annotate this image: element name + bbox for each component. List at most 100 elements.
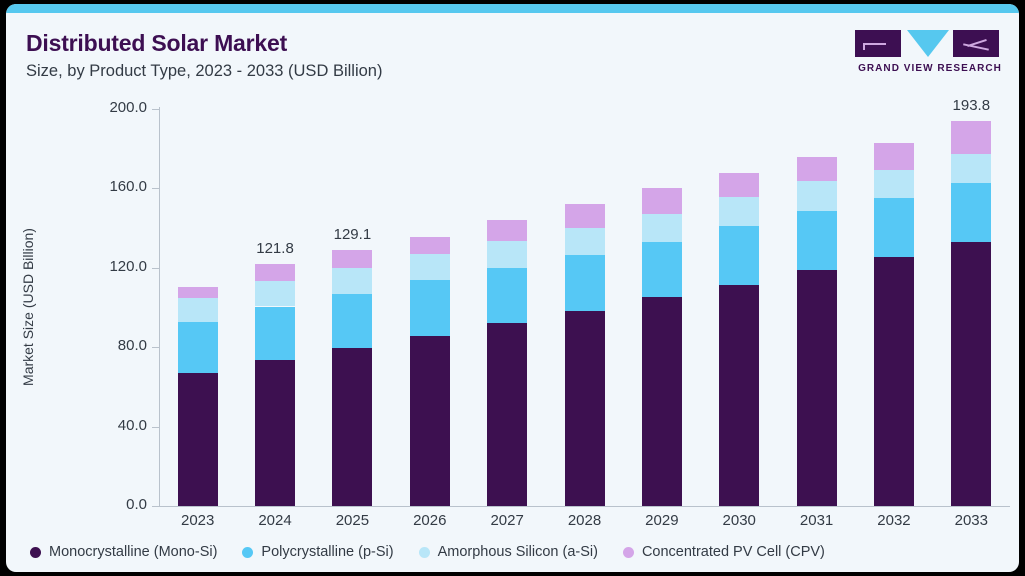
y-tick-mark xyxy=(152,506,159,507)
stacked-bar[interactable] xyxy=(409,109,450,506)
bar-segment[interactable] xyxy=(564,228,605,255)
bar-segment[interactable] xyxy=(873,256,914,506)
x-tick-label: 2029 xyxy=(645,512,679,529)
x-tick-label: 2027 xyxy=(490,512,524,529)
legend-item[interactable]: Polycrystalline (p-Si) xyxy=(242,544,394,560)
x-tick-label: 2028 xyxy=(567,512,602,529)
bar-value-label: 193.8 xyxy=(952,97,991,115)
y-tick-mark xyxy=(152,426,159,428)
legend-item[interactable]: Amorphous Silicon (a-Si) xyxy=(418,544,598,560)
bar-segment[interactable] xyxy=(641,241,682,297)
bar-segment[interactable] xyxy=(177,297,218,323)
legend-item[interactable]: Concentrated PV Cell (CPV) xyxy=(622,544,825,560)
y-tick-mark xyxy=(152,267,159,269)
bar-segment[interactable] xyxy=(641,214,682,242)
accent-top-bar xyxy=(6,4,1019,13)
stacked-bar[interactable] xyxy=(332,109,373,506)
y-tick-mark xyxy=(152,347,159,349)
bar-segment[interactable] xyxy=(564,311,605,506)
bar-segment[interactable] xyxy=(255,264,296,281)
bar-segment[interactable] xyxy=(719,172,760,198)
y-tick-label: 160.0 xyxy=(109,178,147,196)
stacked-bar[interactable] xyxy=(564,109,605,506)
bar-segment[interactable] xyxy=(177,373,218,506)
y-tick-label: 200.0 xyxy=(109,99,147,116)
bar-segment[interactable] xyxy=(487,220,528,241)
y-tick-label: 40.0 xyxy=(117,416,147,434)
bar-segment[interactable] xyxy=(873,169,914,199)
bar-segment[interactable] xyxy=(564,204,605,229)
legend-item[interactable]: Monocrystalline (Mono-Si) xyxy=(30,544,217,560)
bar-segment[interactable] xyxy=(796,181,837,212)
bar-segment[interactable] xyxy=(332,267,373,294)
bar-segment[interactable] xyxy=(332,249,373,268)
bar-segment[interactable] xyxy=(796,211,837,270)
bar-segment[interactable] xyxy=(951,183,992,242)
bar-segment[interactable] xyxy=(255,280,296,307)
bar-segment[interactable] xyxy=(951,241,992,506)
x-tick-label: 2030 xyxy=(722,512,756,529)
stacked-bar[interactable] xyxy=(796,109,837,506)
stacked-bar[interactable] xyxy=(719,109,760,506)
bar-chart-plot: Market Size (USD Billion) 0.0 40.0 80.0 120… xyxy=(6,4,1019,572)
bar-segment[interactable] xyxy=(332,293,373,349)
x-tick-label: 2026 xyxy=(413,512,447,529)
y-tick-mark xyxy=(152,109,159,110)
bar-segment[interactable] xyxy=(255,306,296,361)
legend-label: Amorphous Silicon (a-Si) xyxy=(437,544,598,560)
logo-wordmark: GRAND VIEW RESEARCH xyxy=(858,63,1002,74)
bar-value-label: 121.8 xyxy=(256,240,294,258)
stacked-bar[interactable] xyxy=(641,109,682,506)
bar-segment[interactable] xyxy=(177,286,218,298)
bar-segment[interactable] xyxy=(951,153,992,184)
x-tick-label: 2033 xyxy=(954,512,988,529)
legend-label: Concentrated PV Cell (CPV) xyxy=(641,544,825,560)
logo-triangle-icon xyxy=(907,30,949,57)
bar-segment[interactable] xyxy=(796,156,837,182)
y-tick-label: 120.0 xyxy=(109,257,147,275)
bar-segment[interactable] xyxy=(951,121,992,154)
legend-swatch-icon xyxy=(622,546,634,558)
bar-segment[interactable] xyxy=(255,360,296,506)
bar-segment[interactable] xyxy=(873,142,914,170)
bar-segment[interactable] xyxy=(564,254,605,312)
bar-segment[interactable] xyxy=(487,323,528,506)
bar-segment[interactable] xyxy=(873,198,914,257)
bar-segment[interactable] xyxy=(409,336,450,506)
x-tick-label: 2025 xyxy=(335,512,370,529)
legend-label: Polycrystalline (p-Si) xyxy=(261,544,394,560)
bar-segment[interactable] xyxy=(719,197,760,227)
bar-segment[interactable] xyxy=(641,296,682,506)
legend-swatch-icon xyxy=(242,546,254,558)
y-tick-label: 0.0 xyxy=(126,496,147,513)
bar-segment[interactable] xyxy=(177,322,218,373)
stacked-bar[interactable] xyxy=(177,109,218,506)
page-title: Distributed Solar Market xyxy=(26,30,288,56)
bar-value-label: 129.1 xyxy=(333,225,372,243)
legend-swatch-icon xyxy=(30,546,41,558)
bar-segment[interactable] xyxy=(487,241,528,268)
bar-segment[interactable] xyxy=(332,348,373,506)
bar-segment[interactable] xyxy=(719,284,760,506)
y-tick-mark xyxy=(152,188,159,190)
bar-segment[interactable] xyxy=(796,269,837,506)
bar-segment[interactable] xyxy=(409,237,450,254)
page-subtitle: Size, by Product Type, 2023 - 2033 (USD … xyxy=(26,62,383,80)
x-axis-line xyxy=(159,506,1010,507)
stacked-bar[interactable] xyxy=(255,109,296,506)
y-tick-label: 80.0 xyxy=(117,337,147,355)
stacked-bar[interactable] xyxy=(951,109,992,506)
logo-g-mark-vertical-icon xyxy=(863,43,865,50)
brand-logo: GRAND VIEW RESEARCH xyxy=(855,30,1005,78)
bar-segment[interactable] xyxy=(409,253,450,280)
y-axis-title: Market Size (USD Billion) xyxy=(20,228,36,386)
bar-segment[interactable] xyxy=(409,279,450,337)
bar-segment[interactable] xyxy=(641,188,682,215)
chart-card: Distributed Solar Market Size, by Produc… xyxy=(6,4,1019,572)
bar-segment[interactable] xyxy=(487,267,528,324)
stacked-bar[interactable] xyxy=(487,109,528,506)
x-tick-label: 2024 xyxy=(258,512,292,529)
bar-segment[interactable] xyxy=(719,226,760,285)
stacked-bar[interactable] xyxy=(873,109,914,506)
x-tick-label: 2031 xyxy=(799,512,834,529)
